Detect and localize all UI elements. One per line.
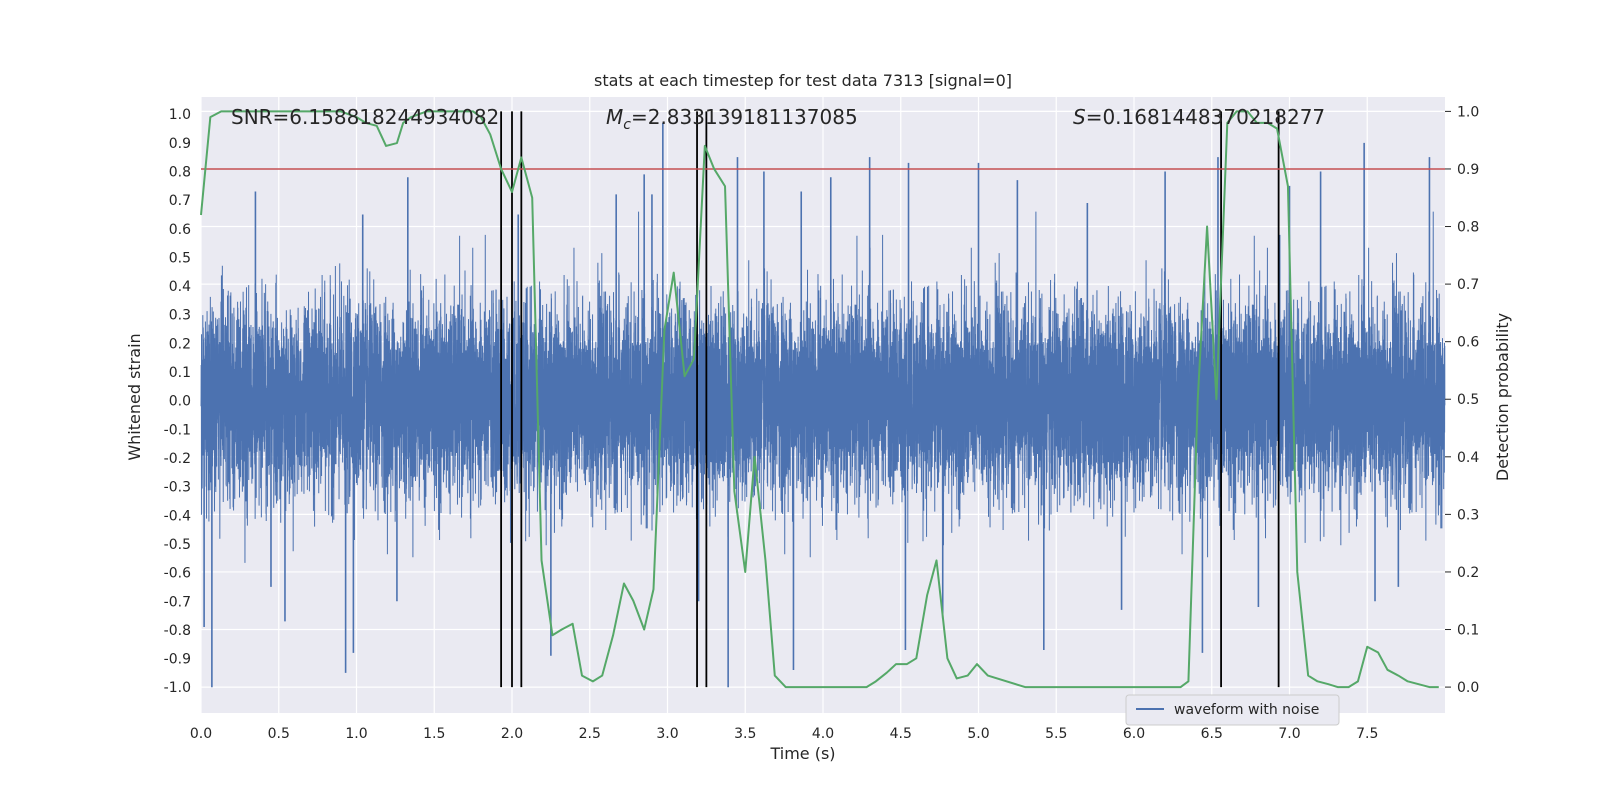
x-tick-label: 6.0 <box>1123 726 1145 742</box>
x-tick-label: 0.0 <box>190 726 212 742</box>
y-left-axis-ticks: 1.0 0.9 0.8 0.7 0.6 0.5 0.4 0.3 0.2 0.1 0.0 -0.1 -0.… <box>164 107 191 696</box>
waveform-spikes <box>203 122 1431 688</box>
y-right-tick-label: 0.5 <box>1457 392 1479 408</box>
y-left-tick-label: -0.5 <box>164 537 191 553</box>
detection-probability-line <box>200 110 1439 689</box>
y-right-tick-label: 0.8 <box>1457 220 1479 236</box>
x-tick-label: 2.5 <box>579 726 601 742</box>
chirp-mass-annotation: Mc=2.833139181137085 <box>606 105 858 133</box>
y-left-tick-label: 0.2 <box>169 336 191 352</box>
y-left-tick-label: -0.6 <box>164 566 191 582</box>
chirp-mass-value: =2.833139181137085 <box>631 105 858 129</box>
y-right-tick-label: 0.7 <box>1457 277 1479 293</box>
x-tick-label: 6.5 <box>1201 726 1223 742</box>
legend: waveform with noise <box>1125 694 1340 726</box>
s-value: =0.1681448370218277 <box>1086 105 1325 129</box>
x-axis-ticks: 0.0 0.5 1.0 1.5 2.0 2.5 3.0 3.5 4.0 4.5 5.0 5.5 6.0 6… <box>190 726 1379 742</box>
y-left-tick-label: -0.3 <box>164 480 191 496</box>
y-left-tick-label: 0.7 <box>169 193 191 209</box>
y-left-tick-label: -0.9 <box>164 652 191 668</box>
y-left-tick-label: 1.0 <box>169 107 191 123</box>
x-tick-label: 2.0 <box>501 726 523 742</box>
chirp-mass-symbol: M <box>606 105 623 129</box>
chart-title: stats at each timestep for test data 731… <box>594 71 1012 90</box>
y-right-tick-label: 0.4 <box>1457 450 1479 466</box>
y-left-tick-label: 0.6 <box>169 222 191 238</box>
y-left-tick-label: -1.0 <box>164 680 191 696</box>
chirp-mass-subscript: c <box>623 117 631 133</box>
y-right-tick-label: 0.6 <box>1457 335 1479 351</box>
s-symbol: S <box>1073 105 1086 129</box>
snr-annotation: SNR=6.158818244934082 <box>231 105 499 129</box>
y-left-tick-label: -0.2 <box>164 451 191 467</box>
y-left-tick-label: -0.4 <box>164 508 191 524</box>
x-tick-label: 0.5 <box>268 726 290 742</box>
x-tick-label: 7.0 <box>1278 726 1300 742</box>
x-tick-label: 5.0 <box>967 726 989 742</box>
y-left-tick-label: -0.8 <box>164 623 191 639</box>
legend-label: waveform with noise <box>1174 702 1319 718</box>
y-right-tick-label: 0.0 <box>1457 680 1479 696</box>
y-right-axis-label: Detection probability <box>1493 313 1512 481</box>
y-right-tick-label: 0.3 <box>1457 507 1479 523</box>
x-tick-label: 7.5 <box>1356 726 1378 742</box>
y-left-tick-label: 0.5 <box>169 250 191 266</box>
y-left-tick-label: -0.1 <box>164 422 191 438</box>
waveform-series <box>200 122 1446 688</box>
y-left-tick-label: 0.8 <box>169 164 191 180</box>
y-right-tick-label: 1.0 <box>1457 104 1479 120</box>
x-tick-label: 3.5 <box>734 726 756 742</box>
x-tick-label: 3.0 <box>656 726 678 742</box>
x-tick-label: 1.0 <box>345 726 367 742</box>
y-left-tick-label: 0.3 <box>169 308 191 324</box>
x-axis-label: Time (s) <box>769 744 835 763</box>
y-left-tick-label: 0.1 <box>169 365 191 381</box>
y-left-tick-label: 0.4 <box>169 279 191 295</box>
x-tick-label: 4.0 <box>812 726 834 742</box>
x-tick-label: 1.5 <box>423 726 445 742</box>
y-left-axis-label: Whitened strain <box>125 333 144 460</box>
y-right-tick-label: 0.2 <box>1457 565 1479 581</box>
x-tick-label: 5.5 <box>1045 726 1067 742</box>
s-annotation: S=0.1681448370218277 <box>1073 105 1325 129</box>
vertical-marker-lines <box>500 111 1280 688</box>
x-tick-label: 4.5 <box>890 726 912 742</box>
y-left-tick-label: 0.9 <box>169 136 191 152</box>
y-right-axis-ticks: 1.0 0.9 0.8 0.7 0.6 0.5 0.4 0.3 0.2 0.1 0.0 <box>1445 104 1479 696</box>
y-right-tick-label: 0.9 <box>1457 162 1479 178</box>
y-left-tick-label: 0.0 <box>169 394 191 410</box>
y-right-tick-label: 0.1 <box>1457 623 1479 639</box>
y-left-tick-label: -0.7 <box>164 594 191 610</box>
legend-box <box>1125 694 1340 726</box>
